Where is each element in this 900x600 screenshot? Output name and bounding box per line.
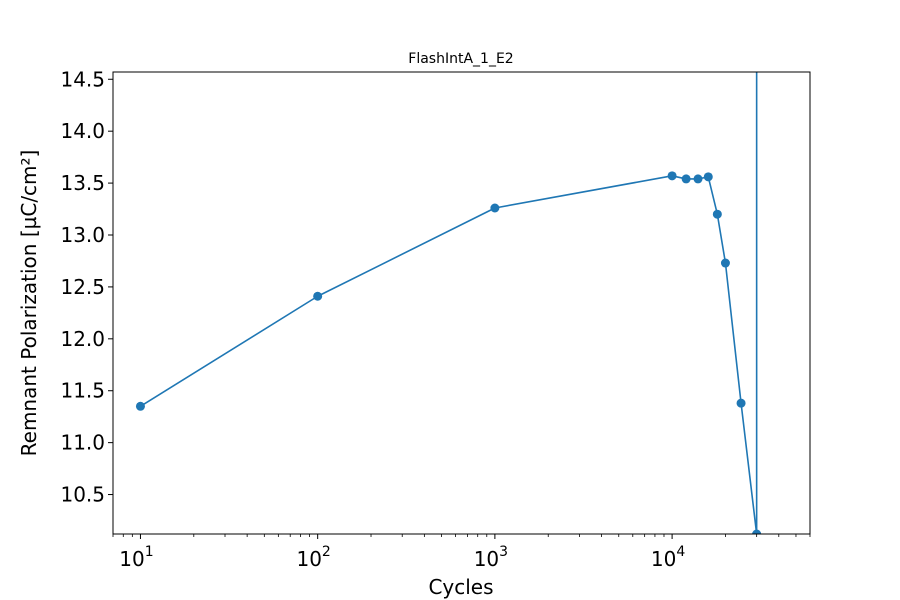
x-tick-base: 10 bbox=[474, 547, 499, 571]
x-tick-label: 103 bbox=[474, 544, 508, 571]
x-tick-label: 104 bbox=[651, 544, 685, 571]
y-tick-label: 13.0 bbox=[60, 223, 105, 247]
data-point bbox=[681, 174, 691, 184]
y-axis-label: Remnant Polarization [µC/cm²] bbox=[17, 150, 41, 457]
data-point bbox=[712, 209, 722, 219]
y-tick-label: 14.5 bbox=[60, 67, 105, 91]
data-point bbox=[693, 174, 703, 184]
y-tick-label: 14.0 bbox=[60, 119, 105, 143]
x-tick-exponent: 1 bbox=[145, 544, 154, 560]
y-axis: 10.5 11.0 11.5 12.0 12.5 13.0 13.5 14.0 14.5 bbox=[60, 67, 113, 507]
x-tick-label: 102 bbox=[296, 544, 330, 571]
data-point bbox=[135, 401, 145, 411]
x-tick-base: 10 bbox=[296, 547, 321, 571]
plot-frame bbox=[112, 71, 811, 535]
y-tick-label: 10.5 bbox=[60, 483, 105, 507]
data-point bbox=[752, 529, 762, 534]
chart-title: FlashIntA_1_E2 bbox=[408, 51, 513, 67]
x-axis-label: Cycles bbox=[428, 575, 493, 599]
data-point bbox=[313, 291, 323, 301]
y-tick-label: 13.5 bbox=[60, 171, 105, 195]
y-tick-label: 11.5 bbox=[60, 379, 105, 403]
plot-area bbox=[135, 72, 762, 534]
x-axis: 101 102 103 104 bbox=[112, 534, 811, 571]
x-tick-base: 10 bbox=[119, 547, 144, 571]
x-tick-base: 10 bbox=[651, 547, 676, 571]
data-point bbox=[667, 171, 677, 181]
x-tick-exponent: 3 bbox=[499, 544, 508, 560]
x-tick-exponent: 4 bbox=[676, 544, 685, 560]
series-line bbox=[140, 72, 758, 534]
data-point bbox=[720, 258, 730, 268]
data-point bbox=[703, 172, 713, 182]
x-tick-label: 101 bbox=[119, 544, 153, 571]
y-tick-label: 12.0 bbox=[60, 327, 105, 351]
y-tick-label: 11.0 bbox=[60, 431, 105, 455]
data-point bbox=[490, 203, 500, 213]
x-tick-exponent: 2 bbox=[322, 544, 331, 560]
y-tick-label: 12.5 bbox=[60, 275, 105, 299]
data-point bbox=[736, 398, 746, 408]
